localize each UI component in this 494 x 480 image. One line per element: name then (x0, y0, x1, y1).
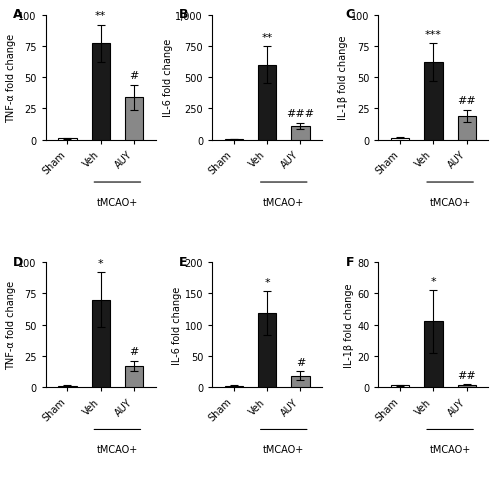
Bar (424, 63, 443, 140)
Y-axis label: TNF-α fold change: TNF-α fold change (5, 34, 15, 122)
Bar (424, 322, 443, 387)
Bar (91, 44, 110, 140)
Bar (58, 139, 77, 140)
Y-axis label: IL-1β fold change: IL-1β fold change (344, 283, 354, 367)
Text: **: ** (95, 11, 106, 21)
Text: tMCAO+: tMCAO+ (263, 198, 304, 207)
Y-axis label: IL-6 fold change: IL-6 fold change (172, 286, 182, 364)
Y-axis label: IL-1β fold change: IL-1β fold change (338, 36, 348, 120)
Text: ###: ### (287, 109, 315, 119)
Bar (125, 366, 143, 387)
Y-axis label: TNF-α fold change: TNF-α fold change (5, 280, 15, 369)
Text: **: ** (261, 33, 273, 42)
Text: F: F (345, 255, 354, 268)
Bar (457, 385, 476, 387)
Text: tMCAO+: tMCAO+ (97, 444, 138, 455)
Bar (391, 138, 410, 140)
Bar (125, 98, 143, 140)
Text: #: # (296, 357, 305, 367)
Text: #: # (129, 71, 139, 81)
Text: tMCAO+: tMCAO+ (429, 444, 471, 455)
Bar (258, 313, 276, 387)
Y-axis label: IL-6 fold change: IL-6 fold change (163, 39, 173, 117)
Bar (225, 386, 243, 387)
Text: ##: ## (457, 96, 476, 106)
Text: ***: *** (425, 30, 442, 40)
Bar (457, 117, 476, 140)
Text: *: * (98, 258, 104, 268)
Text: *: * (431, 276, 436, 286)
Text: #: # (129, 347, 139, 357)
Bar (291, 376, 310, 387)
Bar (291, 127, 310, 140)
Text: B: B (179, 8, 189, 21)
Text: tMCAO+: tMCAO+ (97, 198, 138, 207)
Bar (391, 385, 410, 387)
Text: A: A (13, 8, 22, 21)
Text: *: * (264, 277, 270, 288)
Text: ##: ## (457, 370, 476, 380)
Bar (58, 386, 77, 387)
Text: D: D (13, 255, 23, 268)
Text: C: C (345, 8, 355, 21)
Text: tMCAO+: tMCAO+ (263, 444, 304, 455)
Text: E: E (179, 255, 188, 268)
Bar (91, 300, 110, 387)
Text: tMCAO+: tMCAO+ (429, 198, 471, 207)
Bar (258, 65, 276, 140)
